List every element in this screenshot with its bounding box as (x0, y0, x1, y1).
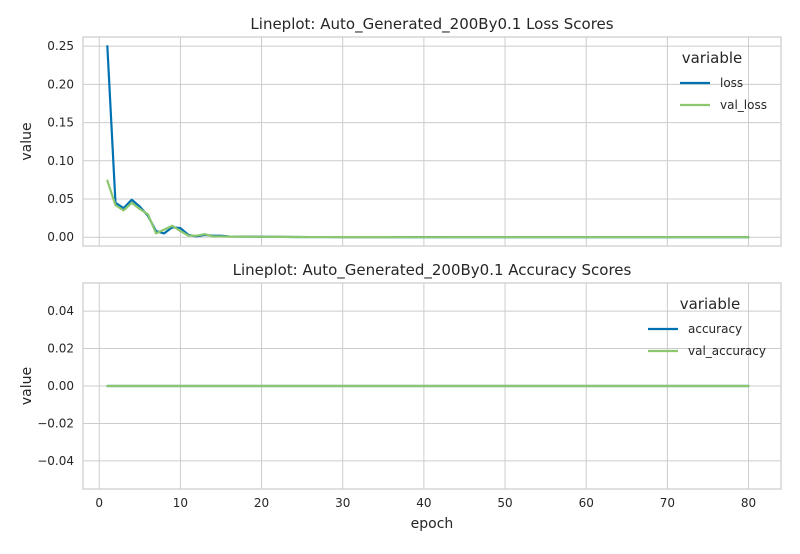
x-tick-label: 30 (335, 496, 350, 510)
y-tick-label: 0.00 (47, 379, 74, 393)
y-tick-label: 0.05 (47, 192, 74, 206)
legend-title: variable (682, 49, 743, 67)
y-axis-label: value (19, 367, 35, 405)
x-tick-label: 10 (173, 496, 188, 510)
plot-frame (82, 36, 782, 247)
chart-title: Lineplot: Auto_Generated_200By0.1 Accura… (233, 261, 632, 280)
x-tick-label: 40 (416, 496, 431, 510)
chart-title: Lineplot: Auto_Generated_200By0.1 Loss S… (250, 15, 613, 34)
y-tick-label: 0.25 (47, 39, 74, 53)
legend-label: val_loss (720, 98, 767, 112)
y-tick-label: 0.04 (47, 304, 74, 318)
x-axis-label: epoch (411, 516, 454, 532)
y-tick-label: −0.02 (37, 416, 74, 430)
y-tick-label: 0.20 (47, 77, 74, 91)
series-line-loss (106, 45, 750, 239)
chart-panel-2: −0.04 −0.02 0.00 0.02 0.04 0 10 20 30 40 50 60 70 80 L… (19, 261, 782, 532)
x-tick-label: 0 (95, 496, 103, 510)
legend-label: loss (720, 76, 743, 90)
y-tick-label: 0.10 (47, 154, 74, 168)
legend: variable loss val_loss (680, 49, 767, 112)
legend: variable accuracy val_accuracy (648, 295, 766, 358)
chart-panel-1: 0.00 0.05 0.10 0.15 0.20 0.25 Lineplot: Auto_G… (19, 15, 782, 247)
y-tick-label: 0.15 (47, 116, 74, 130)
x-tick-label: 50 (497, 496, 512, 510)
y-tick-label: 0.02 (47, 342, 74, 356)
x-tick-label: 20 (254, 496, 269, 510)
y-axis-label: value (19, 122, 35, 160)
legend-label: val_accuracy (688, 344, 766, 358)
x-tick-label: 60 (579, 496, 594, 510)
plot-frame (82, 282, 782, 490)
y-tick-label: −0.04 (37, 454, 74, 468)
x-tick-label: 70 (660, 496, 675, 510)
x-tick-label: 80 (741, 496, 756, 510)
series-line-val-loss (106, 179, 750, 239)
legend-label: accuracy (688, 322, 742, 336)
legend-title: variable (680, 295, 741, 313)
y-tick-label: 0.00 (47, 230, 74, 244)
